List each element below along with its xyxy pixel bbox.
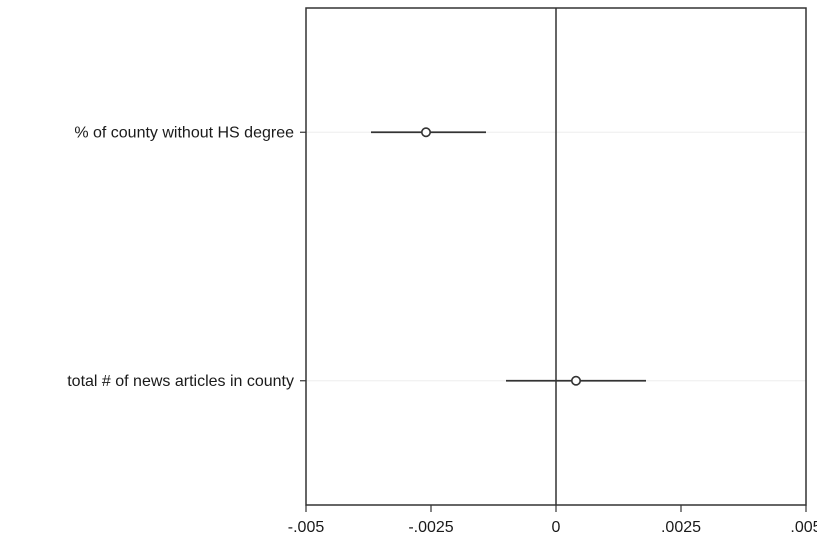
x-tick-label: -.0025 — [408, 519, 453, 536]
coefficient-marks — [371, 127, 646, 386]
x-tick-label: 0 — [552, 519, 561, 536]
y-axis: % of county without HS degree total # of … — [67, 124, 306, 390]
x-tick-label: .0025 — [661, 519, 701, 536]
x-axis: -.005 -.0025 0 .0025 .005 — [288, 505, 817, 536]
y-tick-label: total # of news articles in county — [67, 373, 294, 390]
point-estimate-marker — [420, 127, 431, 138]
x-tick-label: .005 — [790, 519, 817, 536]
x-tick-label: -.005 — [288, 519, 325, 536]
y-tick-label: % of county without HS degree — [74, 124, 294, 141]
point-estimate-marker — [570, 375, 581, 386]
